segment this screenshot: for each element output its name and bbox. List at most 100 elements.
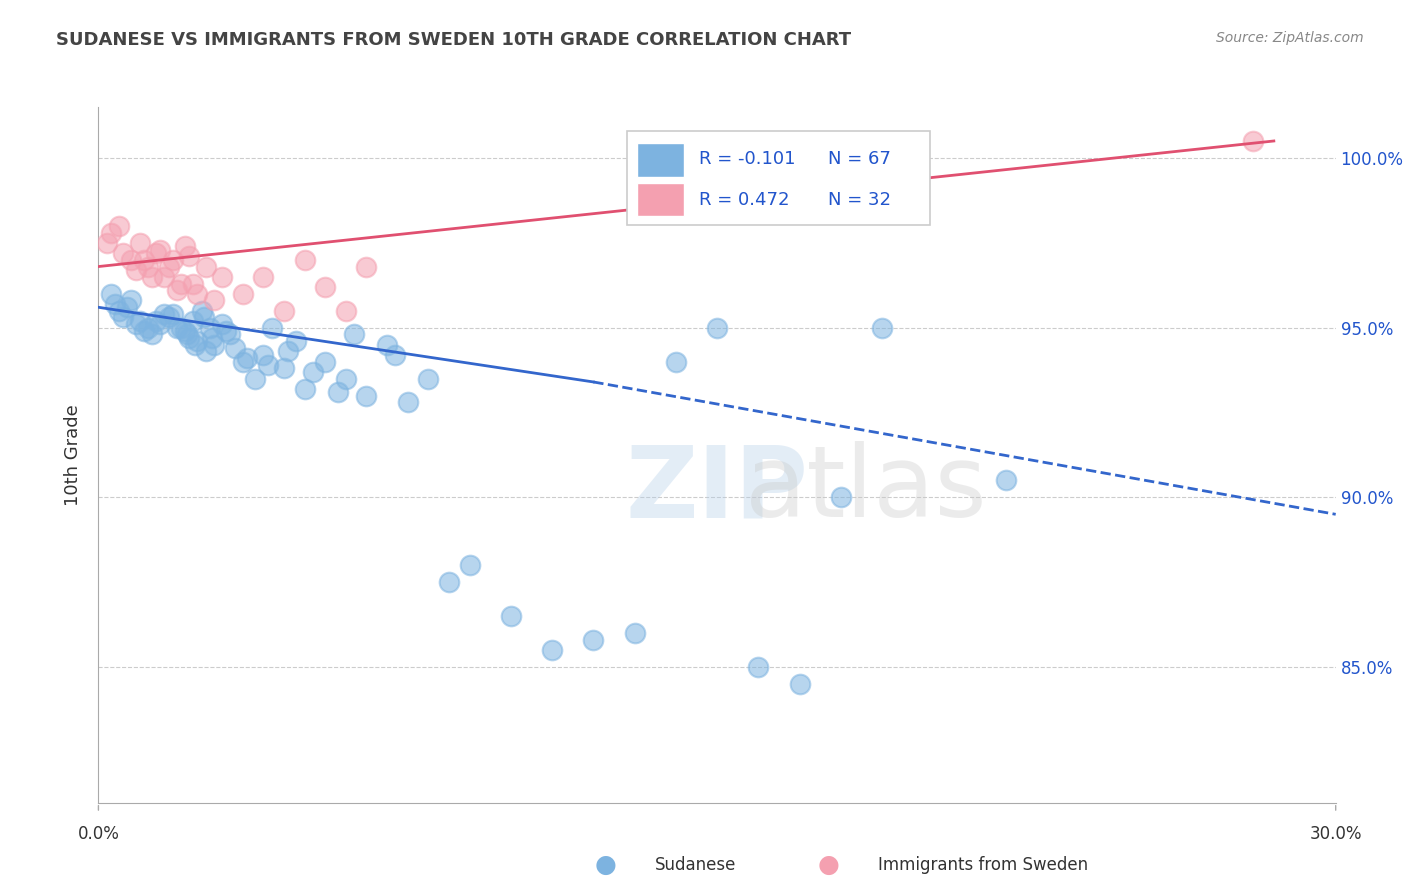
Point	[157, 260, 180, 274]
Point	[120, 252, 142, 267]
Point	[623, 626, 645, 640]
Point	[100, 286, 122, 301]
Point	[117, 300, 139, 314]
Point	[789, 677, 811, 691]
Point	[112, 310, 135, 325]
Point	[186, 334, 208, 349]
Point	[1241, 134, 1264, 148]
Point	[194, 344, 217, 359]
Point	[112, 246, 135, 260]
Point	[166, 283, 188, 297]
Point	[162, 307, 184, 321]
Text: atlas: atlas	[745, 442, 987, 538]
Point	[870, 320, 893, 334]
Point	[314, 354, 336, 368]
Point	[747, 660, 769, 674]
Point	[145, 246, 167, 260]
Point	[260, 320, 283, 334]
Point	[236, 351, 259, 366]
Text: ●: ●	[817, 854, 839, 878]
Point	[198, 320, 221, 334]
Point	[418, 371, 440, 385]
Text: Source: ZipAtlas.com: Source: ZipAtlas.com	[1216, 31, 1364, 45]
Point	[128, 235, 150, 250]
Point	[193, 310, 215, 325]
Point	[149, 243, 172, 257]
Point	[149, 318, 172, 332]
Point	[132, 252, 155, 267]
Point	[170, 320, 193, 334]
Point	[202, 293, 225, 308]
Point	[294, 382, 316, 396]
Text: R = 0.472: R = 0.472	[699, 191, 789, 209]
Point	[458, 558, 481, 573]
Point	[145, 314, 167, 328]
FancyBboxPatch shape	[637, 144, 683, 177]
Point	[314, 280, 336, 294]
Point	[124, 318, 146, 332]
Text: Sudanese: Sudanese	[655, 856, 737, 874]
Point	[830, 491, 852, 505]
Point	[343, 327, 366, 342]
Point	[174, 239, 197, 253]
Point	[384, 348, 406, 362]
Point	[232, 354, 254, 368]
Point	[104, 297, 127, 311]
Text: 30.0%: 30.0%	[1309, 825, 1362, 843]
Point	[243, 371, 266, 385]
Point	[396, 395, 419, 409]
Point	[184, 337, 207, 351]
Point	[277, 344, 299, 359]
Point	[356, 388, 378, 402]
Point	[179, 331, 201, 345]
Point	[153, 307, 176, 321]
Text: Immigrants from Sweden: Immigrants from Sweden	[877, 856, 1088, 874]
FancyBboxPatch shape	[627, 131, 929, 226]
Point	[108, 219, 131, 233]
Point	[181, 314, 204, 328]
Point	[211, 318, 233, 332]
FancyBboxPatch shape	[637, 183, 683, 216]
Point	[179, 249, 201, 263]
Point	[211, 269, 233, 284]
Point	[582, 632, 605, 647]
Point	[124, 263, 146, 277]
Point	[541, 643, 564, 657]
Point	[166, 320, 188, 334]
Point	[120, 293, 142, 308]
Point	[194, 260, 217, 274]
Point	[132, 324, 155, 338]
Point	[96, 235, 118, 250]
Point	[136, 260, 159, 274]
Point	[335, 303, 357, 318]
Text: N = 32: N = 32	[828, 191, 891, 209]
Point	[157, 310, 180, 325]
Point	[186, 286, 208, 301]
Point	[136, 320, 159, 334]
Point	[141, 269, 163, 284]
Point	[375, 337, 398, 351]
Point	[706, 320, 728, 334]
Text: N = 67: N = 67	[828, 150, 891, 169]
Point	[252, 348, 274, 362]
Point	[153, 269, 176, 284]
Point	[219, 327, 242, 342]
Point	[100, 226, 122, 240]
Point	[202, 337, 225, 351]
Point	[252, 269, 274, 284]
Point	[201, 331, 224, 345]
Y-axis label: 10th Grade: 10th Grade	[65, 404, 83, 506]
Point	[356, 260, 378, 274]
Point	[128, 314, 150, 328]
Point	[994, 474, 1017, 488]
Text: SUDANESE VS IMMIGRANTS FROM SWEDEN 10TH GRADE CORRELATION CHART: SUDANESE VS IMMIGRANTS FROM SWEDEN 10TH …	[56, 31, 852, 49]
Point	[273, 303, 295, 318]
Point	[256, 358, 278, 372]
Text: R = -0.101: R = -0.101	[699, 150, 794, 169]
Point	[294, 252, 316, 267]
Point	[273, 361, 295, 376]
Point	[224, 341, 246, 355]
Point	[176, 327, 198, 342]
Point	[108, 303, 131, 318]
Point	[141, 327, 163, 342]
